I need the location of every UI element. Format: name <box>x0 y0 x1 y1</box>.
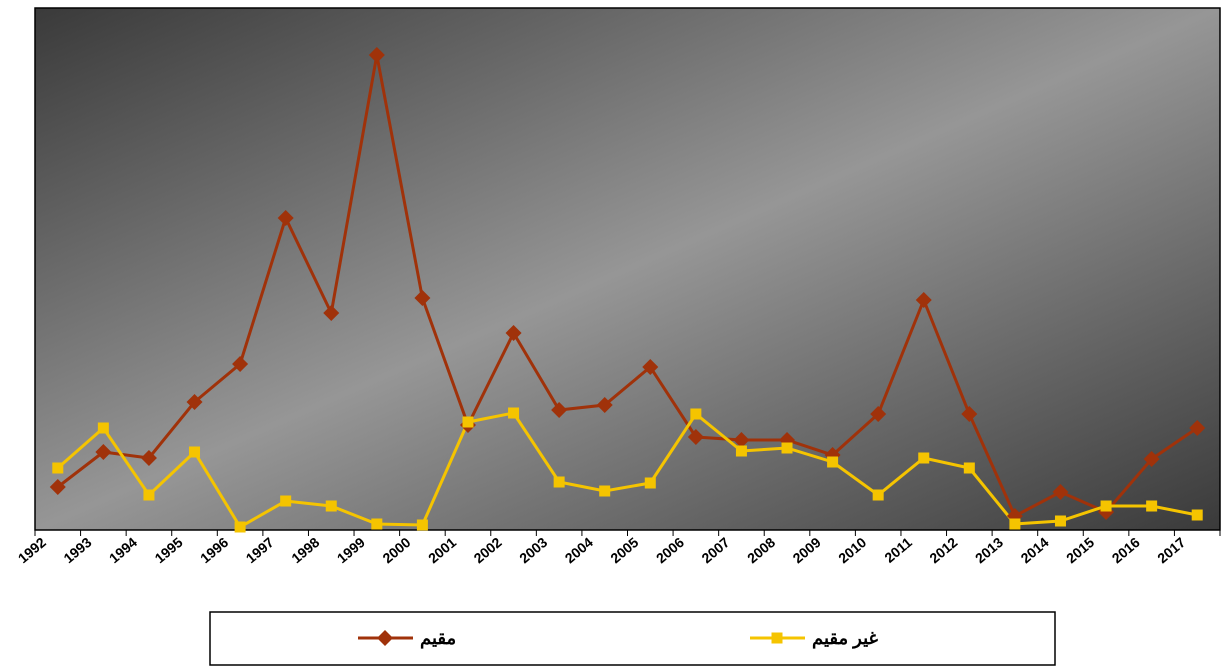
point <box>277 210 294 226</box>
point <box>97 422 109 434</box>
legend-marker <box>377 630 393 646</box>
legend-label: غير مقيم <box>812 628 879 649</box>
point <box>140 450 157 466</box>
point <box>1052 484 1069 500</box>
point <box>1009 518 1021 530</box>
point <box>1191 509 1203 521</box>
point <box>1146 500 1158 512</box>
point <box>963 462 975 474</box>
legend-marker <box>771 632 783 644</box>
x-tick-label: 1997 <box>243 534 277 566</box>
point <box>961 406 978 422</box>
x-tick-label: 2008 <box>744 534 778 566</box>
x-tick-label: 2001 <box>425 534 459 566</box>
point <box>368 47 385 63</box>
point <box>416 519 428 531</box>
point <box>323 305 340 321</box>
x-tick-label: 2010 <box>835 534 869 566</box>
point <box>1143 451 1160 467</box>
legend-box <box>209 611 1056 666</box>
point <box>280 495 292 507</box>
x-tick-label: 1992 <box>15 534 49 566</box>
x-tick-label: 2007 <box>698 534 732 566</box>
x-tick-label: 2017 <box>1154 534 1188 566</box>
point <box>508 407 520 419</box>
point <box>553 476 565 488</box>
x-tick-label: 2015 <box>1063 534 1097 566</box>
x-tick-label: 2016 <box>1109 534 1143 566</box>
x-tick-label: 2012 <box>926 534 960 566</box>
x-tick-label: 2009 <box>790 534 824 566</box>
point <box>1189 420 1206 436</box>
point <box>52 462 64 474</box>
point <box>505 325 522 341</box>
point <box>95 444 112 460</box>
plot-area <box>34 7 1221 531</box>
point <box>189 446 201 458</box>
point <box>733 432 750 448</box>
point <box>918 452 930 464</box>
point <box>325 500 337 512</box>
x-tick-label: 2014 <box>1017 534 1051 566</box>
point <box>371 518 383 530</box>
point <box>49 479 66 495</box>
point <box>870 406 887 422</box>
point <box>462 416 474 428</box>
series-line <box>56 54 1199 519</box>
x-tick-label: 1994 <box>106 534 140 566</box>
point <box>551 402 568 418</box>
x-tick-label: 2011 <box>881 534 915 566</box>
point <box>143 489 155 501</box>
point <box>644 477 656 489</box>
point <box>872 489 884 501</box>
x-tick-label: 2000 <box>379 534 413 566</box>
point <box>690 408 702 420</box>
point <box>599 485 611 497</box>
series-line <box>56 411 1198 530</box>
point <box>1100 500 1112 512</box>
point <box>596 397 613 413</box>
x-tick-label: 2003 <box>516 534 550 566</box>
point <box>1054 515 1066 527</box>
x-tick-label: 1995 <box>152 534 186 566</box>
x-tick-label: 2013 <box>972 534 1006 566</box>
x-tick-label: 1998 <box>288 534 322 566</box>
x-tick-label: 2002 <box>471 534 505 566</box>
point <box>735 445 747 457</box>
x-tick-label: 2005 <box>607 534 641 566</box>
point <box>234 521 246 533</box>
point <box>781 442 793 454</box>
point <box>642 359 659 375</box>
point <box>414 290 431 306</box>
x-tick-label: 2004 <box>562 534 596 566</box>
point <box>827 456 839 468</box>
x-tick-label: 1999 <box>334 534 368 566</box>
point <box>232 356 249 372</box>
x-tick-label: 1996 <box>197 534 231 566</box>
legend-label: مقيم <box>420 628 456 649</box>
x-tick-label: 2006 <box>653 534 687 566</box>
point <box>186 394 203 410</box>
x-tick-label: 1993 <box>60 534 94 566</box>
point <box>915 292 932 308</box>
point <box>687 429 704 445</box>
